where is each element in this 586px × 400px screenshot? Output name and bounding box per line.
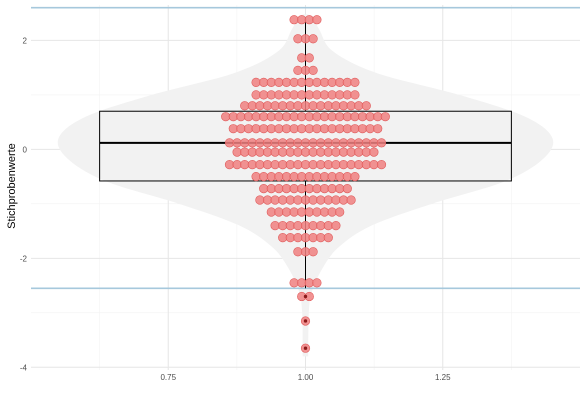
y-tick-label: 2	[23, 36, 28, 45]
data-point	[308, 34, 318, 44]
outlier-point	[303, 346, 308, 350]
x-tick-label: 0.75	[160, 373, 176, 382]
y-tick-label: -2	[20, 254, 28, 263]
outlier-point	[303, 294, 308, 299]
outlier-point	[303, 319, 308, 323]
data-point	[350, 172, 360, 182]
data-point	[350, 77, 360, 87]
y-ticks: 2 0 -2 -4	[20, 36, 28, 372]
dots	[221, 15, 390, 353]
data-point	[361, 101, 371, 111]
x-ticks: 0.75 1.00 1.25	[160, 373, 451, 382]
data-point	[380, 112, 390, 122]
data-point	[350, 90, 360, 100]
data-point	[323, 233, 333, 243]
data-point	[376, 160, 387, 170]
data-point	[346, 195, 356, 205]
data-point	[312, 278, 322, 288]
data-point	[308, 65, 318, 75]
outliers	[303, 294, 308, 350]
box-body	[99, 110, 512, 182]
y-axis-label: Stichprobenwerte	[6, 143, 18, 229]
y-tick-label: -4	[20, 363, 28, 372]
data-point	[331, 221, 341, 231]
data-point	[312, 15, 322, 25]
data-point	[342, 183, 352, 194]
y-tick-label: 0	[23, 145, 28, 154]
x-tick-label: 1.25	[435, 373, 451, 382]
data-point	[335, 207, 345, 217]
data-point	[376, 138, 387, 148]
data-point	[373, 124, 383, 134]
data-point	[369, 147, 379, 157]
x-tick-label: 1.00	[298, 373, 314, 382]
data-point	[308, 247, 318, 257]
data-point	[304, 53, 314, 63]
